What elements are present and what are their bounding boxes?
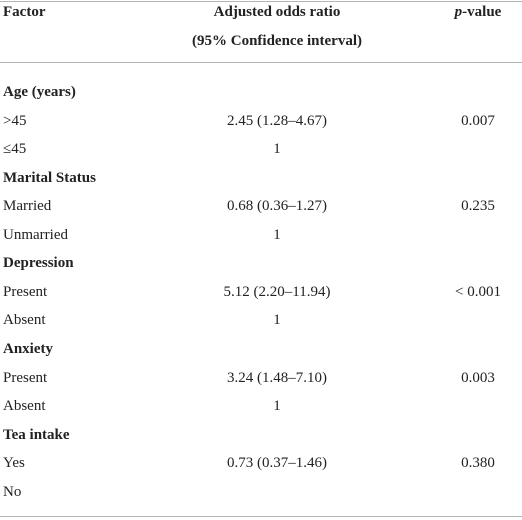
header-rule [0,62,522,63]
header-factor: Factor [3,4,46,20]
odds-ratio: 1 [273,398,281,415]
header-p: p-value [455,2,502,22]
row-label: Present [3,369,48,386]
p-value: 0.235 [461,198,495,215]
odds-ratio: 0.73 (0.37–1.46) [227,455,327,472]
row-label: No [3,483,22,500]
odds-ratio: 3.24 (1.48–7.10) [227,369,327,386]
odds-ratio: 1 [273,312,281,329]
row-label: Absent [3,398,46,415]
odds-ratio: 2.45 (1.28–4.67) [227,112,327,129]
p-value: 0.003 [461,369,495,386]
odds-ratio: 5.12 (2.20–11.94) [223,283,331,300]
p-value: 0.380 [461,455,495,472]
p-value: 0.007 [461,112,495,129]
row-label: Unmarried [3,226,68,243]
odds-ratio: 0.68 (0.36–1.27) [227,198,327,215]
group-title: Marital Status [3,169,96,186]
row-label: Present [3,283,48,300]
row-label: ≤45 [3,141,27,158]
header-p-rest: -value [462,4,502,20]
odds-ratio: 1 [273,141,281,158]
group-title: Age (years) [3,84,76,100]
row-label: >45 [3,112,27,129]
top-rule [0,1,522,2]
group-title: Depression [3,255,74,272]
odds-ratio: 1 [273,226,281,243]
p-value: < 0.001 [455,283,501,300]
group-title: Tea intake [3,426,70,443]
row-label: Absent [3,312,46,329]
header-p-italic: p [454,4,463,20]
bottom-rule [0,516,522,517]
row-label: Married [3,198,52,215]
header-or-ci: (95% Confidence interval) [192,33,362,49]
group-title: Anxiety [3,340,53,357]
header-or: Adjusted odds ratio [213,4,341,20]
row-label: Yes [3,455,25,472]
